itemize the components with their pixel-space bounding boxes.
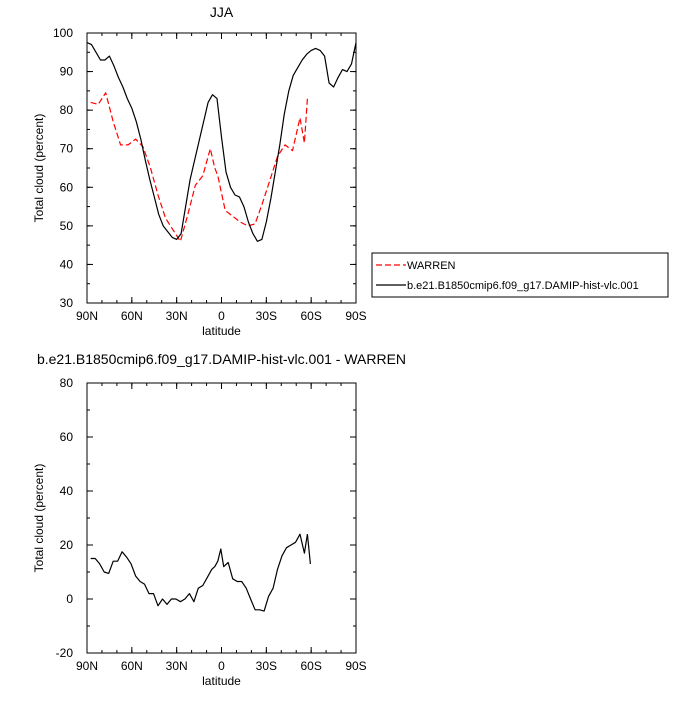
y-tick-label: 70 [60,142,74,156]
x-tick-label: 0 [218,309,225,323]
y-tick-label: 30 [60,296,74,310]
y-tick-label: 40 [60,484,74,498]
y-tick-label: 80 [60,376,74,390]
y-tick-label: 60 [60,430,74,444]
series-line-2 [306,534,311,564]
legend: WARREN b.e21.B1850cmip6.f09_g17.DAMIP-his… [371,252,669,298]
x-tick-label: 30N [166,309,188,323]
legend-label: WARREN [407,260,456,272]
chart-title: JJA [210,4,234,20]
chart-panel-1: JJA 90N 60N 30N 0 30S 60S 90S 30 40 50 60 70 80 90 100 l… [32,4,669,338]
y-tick-label: 100 [53,26,73,40]
x-axis-label: latitude [202,324,241,338]
y-tick-label: 40 [60,257,74,271]
x-tick-label: 60N [121,659,143,673]
chart-title: b.e21.B1850cmip6.f09_g17.DAMIP-hist-vlc.… [37,351,406,367]
y-tick-label: 90 [60,65,74,79]
x-tick-label: 30S [256,659,277,673]
y-tick-label: -20 [56,646,74,660]
series-line-1 [90,92,308,242]
x-axis-label: latitude [202,674,241,688]
x-tick-label: 60S [300,309,321,323]
x-tick-label: 30N [166,659,188,673]
x-tick-label: 60S [300,659,321,673]
series-line-2 [86,42,357,242]
x-tick-label: 30S [256,309,277,323]
y-axis-label: Total cloud (percent) [32,464,46,573]
x-tick-label: 90S [345,309,366,323]
y-tick-label: 20 [60,538,74,552]
chart-panel-2: b.e21.B1850cmip6.f09_g17.DAMIP-hist-vlc.… [32,351,406,688]
y-tick-label: 80 [60,103,74,117]
legend-box [371,252,669,298]
series-line-1 [90,533,308,612]
y-tick-label: 60 [60,180,74,194]
y-axis-label: Total cloud (percent) [32,114,46,223]
y-tick-label: 50 [60,219,74,233]
x-tick-label: 0 [218,659,225,673]
plot-frame [86,382,357,654]
y-tick-label: 0 [66,592,73,606]
x-tick-label: 90S [345,659,366,673]
legend-label: b.e21.B1850cmip6.f09_g17.DAMIP-hist-vlc.… [407,280,639,292]
plot-frame [86,32,357,304]
x-tick-label: 90N [76,309,98,323]
x-tick-label: 90N [76,659,98,673]
x-tick-label: 60N [121,309,143,323]
